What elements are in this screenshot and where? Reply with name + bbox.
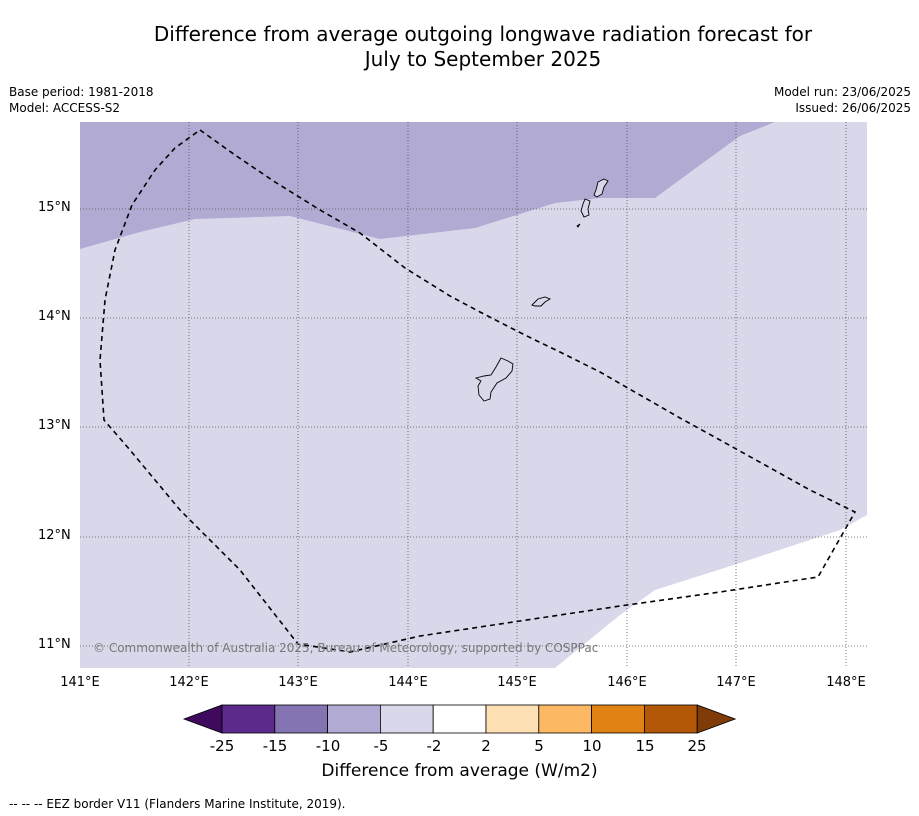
- eez-footnote: -- -- -- EEZ border V11 (Flanders Marine…: [9, 797, 346, 811]
- meta-left: Base period: 1981-2018 Model: ACCESS-S2: [9, 84, 154, 116]
- colorbar-segment: [274, 704, 329, 734]
- model-name: Model: ACCESS-S2: [9, 101, 121, 115]
- colorbar-segment: [432, 704, 487, 734]
- colorbar-arrow-low: [182, 704, 223, 734]
- island-saipan: [593, 178, 609, 198]
- island-aguijan: [576, 223, 581, 228]
- colorbar-tick: 10: [582, 737, 602, 755]
- colorbar-segment: [643, 704, 698, 734]
- colorbar-segment: [485, 704, 540, 734]
- issued-date: Issued: 26/06/2025: [795, 101, 911, 115]
- copyright-notice: © Commonwealth of Australia 2025, Bureau…: [93, 641, 599, 655]
- fill-minus10-to-minus5: [80, 122, 775, 249]
- base-period: Base period: 1981-2018: [9, 85, 154, 99]
- lon-label-145e: 145°E: [497, 675, 537, 690]
- meta-right: Model run: 23/06/2025 Issued: 26/06/2025: [774, 84, 911, 116]
- eez-border: [99, 129, 857, 653]
- islands: [474, 178, 609, 402]
- graticule: [80, 122, 867, 668]
- lon-label-148e: 148°E: [826, 675, 866, 690]
- lon-label-146e: 146°E: [607, 675, 647, 690]
- lon-label-143e: 143°E: [278, 675, 318, 690]
- lat-label-11n: 11°N: [38, 637, 71, 652]
- colorbar-segment: [538, 704, 592, 734]
- colorbar: [182, 704, 737, 734]
- colorbar-tick: -10: [315, 737, 341, 755]
- colorbar-tick: -5: [373, 737, 389, 755]
- colorbar-tick: 5: [534, 737, 544, 755]
- lon-label-144e: 144°E: [388, 675, 428, 690]
- model-run: Model run: 23/06/2025: [773, 85, 911, 99]
- colorbar-segment: [379, 704, 434, 734]
- colorbar-tick: -15: [262, 737, 288, 755]
- colorbar-tick: 2: [481, 737, 491, 755]
- colorbar-tick: 25: [687, 737, 707, 755]
- lon-label-142e: 142°E: [169, 675, 209, 690]
- fill-minus5-to-minus2: [80, 122, 867, 668]
- lon-label-141e: 141°E: [60, 675, 100, 690]
- colorbar-segment: [327, 704, 381, 734]
- lat-label-13n: 13°N: [38, 418, 71, 433]
- lat-label-12n: 12°N: [38, 528, 71, 543]
- chart-title: Difference from average outgoing longwav…: [0, 22, 919, 72]
- colorbar-segment: [591, 704, 645, 734]
- title-line-1: Difference from average outgoing longwav…: [153, 22, 813, 46]
- lat-label-15n: 15°N: [38, 200, 71, 215]
- colorbar-tick: -2: [426, 737, 442, 755]
- island-guam: [474, 357, 514, 402]
- colorbar-segment: [221, 704, 276, 734]
- island-tinian: [580, 198, 591, 218]
- colorbar-tick: -25: [209, 737, 235, 755]
- lon-label-147e: 147°E: [716, 675, 756, 690]
- island-rota: [531, 296, 552, 307]
- colorbar-arrow-high: [696, 704, 737, 734]
- colorbar-label: Difference from average (W/m2): [321, 761, 598, 781]
- lat-label-14n: 14°N: [38, 309, 71, 324]
- title-line-2: July to September 2025: [364, 47, 602, 71]
- colorbar-tick: 15: [635, 737, 655, 755]
